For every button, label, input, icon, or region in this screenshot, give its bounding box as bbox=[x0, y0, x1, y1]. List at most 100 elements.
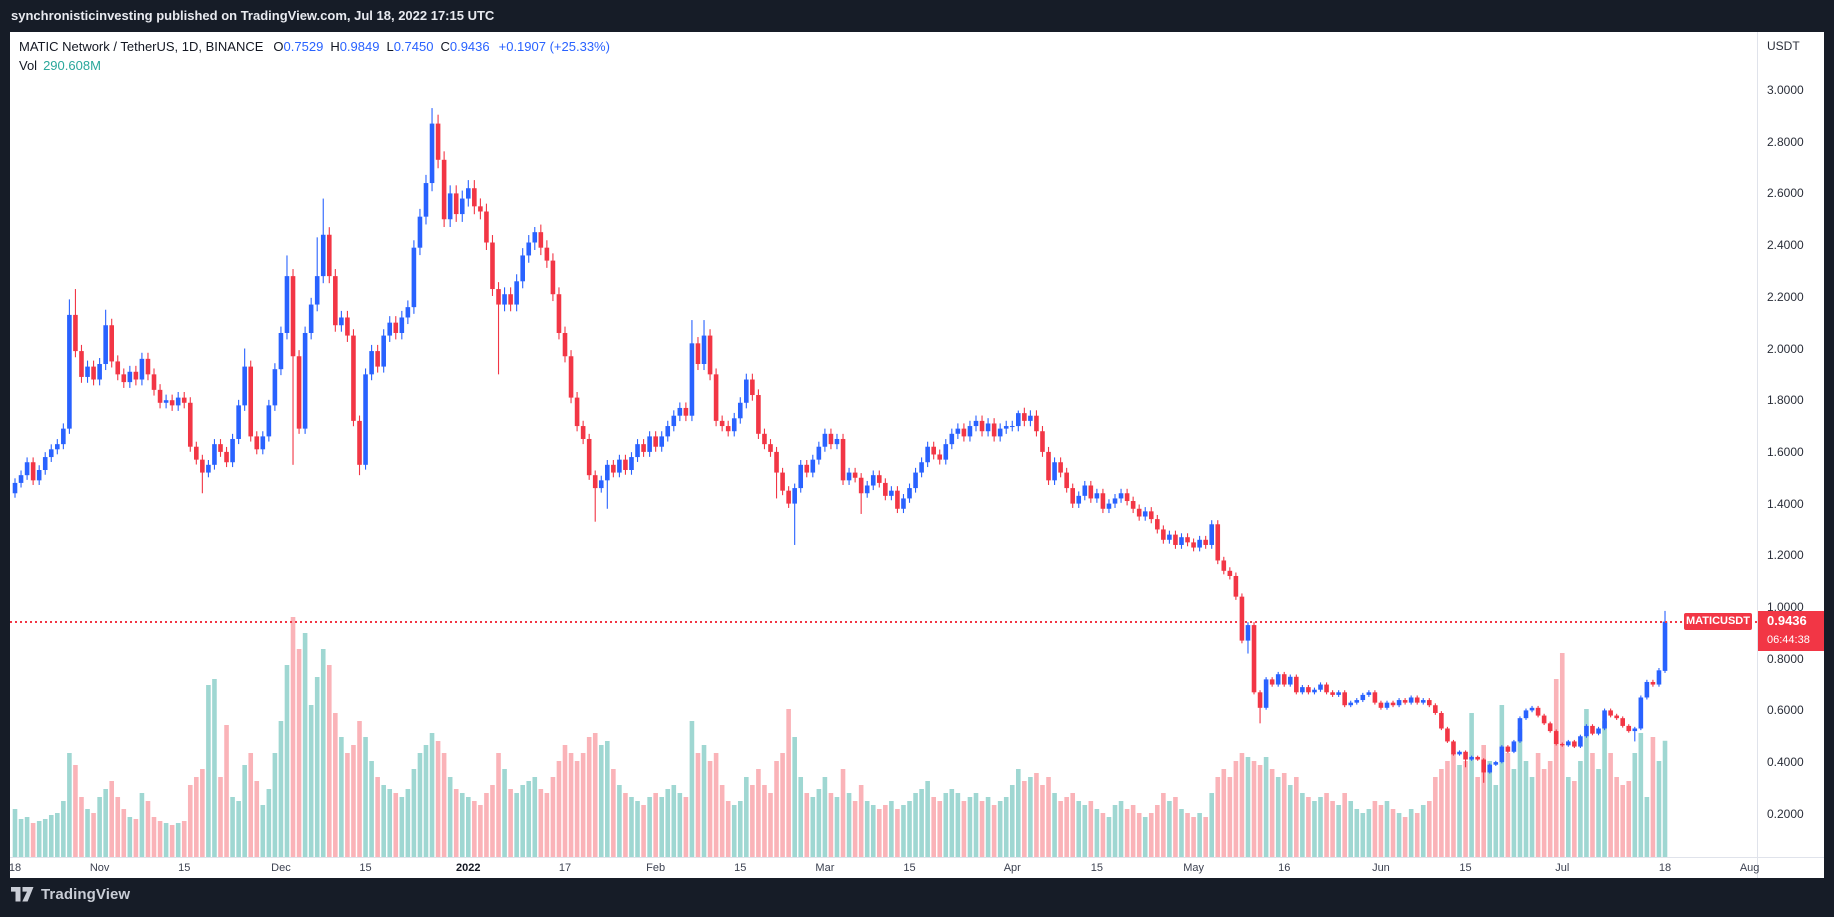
candle-down bbox=[453, 193, 459, 215]
candle-down bbox=[393, 322, 399, 333]
volume-bar bbox=[399, 797, 405, 857]
volume-bar bbox=[496, 753, 501, 857]
volume-bar bbox=[858, 785, 864, 857]
candle-down bbox=[345, 317, 350, 336]
date-tick-label: May bbox=[1183, 862, 1204, 874]
volume-bar bbox=[169, 825, 175, 857]
candle-up bbox=[955, 428, 961, 434]
candle-down bbox=[562, 332, 568, 357]
volume-bar bbox=[157, 821, 163, 857]
candle-down bbox=[1203, 539, 1208, 545]
candle-down bbox=[1439, 712, 1444, 729]
candle-up bbox=[1408, 697, 1414, 703]
candle-down bbox=[1040, 431, 1045, 452]
candle-up bbox=[635, 444, 640, 458]
volume-bar bbox=[484, 793, 489, 857]
candle-up bbox=[48, 449, 54, 458]
volume-bar bbox=[520, 785, 525, 857]
volume-bar bbox=[1439, 769, 1444, 857]
volume-bar bbox=[526, 781, 532, 857]
volume-bar bbox=[73, 765, 78, 857]
volume-bar bbox=[1602, 721, 1607, 857]
tradingview-logo[interactable]: TradingView bbox=[11, 886, 130, 903]
volume-bar bbox=[1390, 809, 1396, 857]
volume-bar bbox=[1408, 809, 1414, 857]
volume-bar bbox=[357, 721, 362, 857]
price-chart-pane[interactable] bbox=[10, 32, 1824, 878]
volume-bar bbox=[224, 725, 229, 857]
candle-wick bbox=[860, 473, 862, 514]
volume-bar bbox=[1263, 757, 1269, 857]
volume-bar bbox=[979, 801, 985, 857]
volume-bar bbox=[453, 789, 459, 857]
candle-down bbox=[1620, 718, 1625, 726]
volume-bar bbox=[278, 721, 284, 857]
tradingview-logo-icon bbox=[11, 887, 34, 902]
volume-bar bbox=[1499, 705, 1505, 857]
candle-down bbox=[1185, 537, 1190, 543]
volume-bar bbox=[1312, 801, 1317, 857]
volume-bar bbox=[1058, 801, 1063, 857]
volume-bar bbox=[695, 753, 701, 857]
volume-bar bbox=[387, 789, 393, 857]
volume-bar bbox=[133, 819, 139, 857]
volume-bar bbox=[713, 753, 719, 857]
volume-bar bbox=[1354, 809, 1360, 857]
attribution-text: synchronisticinvesting published on Trad… bbox=[11, 8, 495, 23]
volume-bar bbox=[1106, 817, 1112, 857]
price-tick-label: 2.4000 bbox=[1767, 238, 1804, 253]
volume-bar bbox=[466, 797, 471, 857]
attribution-bar: synchronisticinvesting published on Trad… bbox=[0, 0, 1834, 32]
volume-bar bbox=[562, 745, 568, 857]
price-tick-label: 0.2000 bbox=[1767, 806, 1804, 821]
volume-bar bbox=[762, 785, 767, 857]
candle-up bbox=[1348, 702, 1354, 706]
candle-down bbox=[961, 428, 967, 437]
price-tick-label: 1.6000 bbox=[1767, 444, 1804, 459]
volume-bar bbox=[1517, 729, 1523, 857]
candle-up bbox=[925, 446, 930, 463]
volume-bar bbox=[1040, 785, 1045, 857]
price-tick-label: 1.2000 bbox=[1767, 548, 1804, 563]
volume-bar bbox=[1650, 737, 1656, 857]
change-value: +0.1907 (+25.33%) bbox=[498, 39, 610, 54]
candle-down bbox=[1547, 723, 1553, 732]
candle-up bbox=[12, 482, 18, 494]
volume-bar bbox=[653, 793, 658, 857]
candle-wick bbox=[201, 454, 203, 494]
current-price-label: 0.9436 06:44:38 bbox=[1758, 611, 1824, 651]
date-tick-label: 15 bbox=[178, 862, 191, 874]
candle-down bbox=[326, 234, 332, 277]
volume-bar bbox=[97, 797, 102, 857]
volume-bar bbox=[139, 793, 145, 857]
candle-up bbox=[1602, 710, 1607, 729]
candle-down bbox=[623, 459, 628, 470]
candle-down bbox=[1650, 681, 1656, 685]
volume-bar bbox=[804, 793, 810, 857]
volume-bar bbox=[79, 797, 84, 857]
candle-up bbox=[532, 232, 538, 243]
candle-up bbox=[127, 371, 133, 383]
ohlc-close-value: 0.9436 bbox=[449, 39, 490, 54]
time-scale[interactable]: 18 Nov 15 Dec 15 2022 17 Feb 15 Mar 15 Apr 15 May 16 Ju… bbox=[9, 858, 1824, 878]
volume-bar bbox=[1052, 793, 1057, 857]
candle-down bbox=[1378, 702, 1384, 708]
volume-bar bbox=[1130, 805, 1136, 857]
candle-up bbox=[67, 314, 72, 429]
price-scale[interactable]: USDT 3.0000 2.8000 2.6000 2.4000 2.2000 2.000… bbox=[1758, 32, 1824, 857]
volume-bar bbox=[302, 633, 308, 857]
candle-up bbox=[689, 343, 695, 416]
candle-down bbox=[30, 462, 36, 481]
volume-bar bbox=[683, 797, 689, 857]
volume-bar bbox=[272, 753, 278, 857]
candle-up bbox=[701, 335, 707, 365]
candle-up bbox=[1142, 511, 1148, 517]
ohlc-low-value: 0.7450 bbox=[393, 39, 434, 54]
volume-bar bbox=[508, 789, 513, 857]
candle-up bbox=[1167, 534, 1172, 540]
volume-bar bbox=[550, 777, 556, 857]
volume-bar bbox=[1173, 797, 1178, 857]
date-tick-label: Dec bbox=[271, 862, 291, 874]
candle-down bbox=[1215, 524, 1221, 561]
volume-bar bbox=[417, 753, 423, 857]
